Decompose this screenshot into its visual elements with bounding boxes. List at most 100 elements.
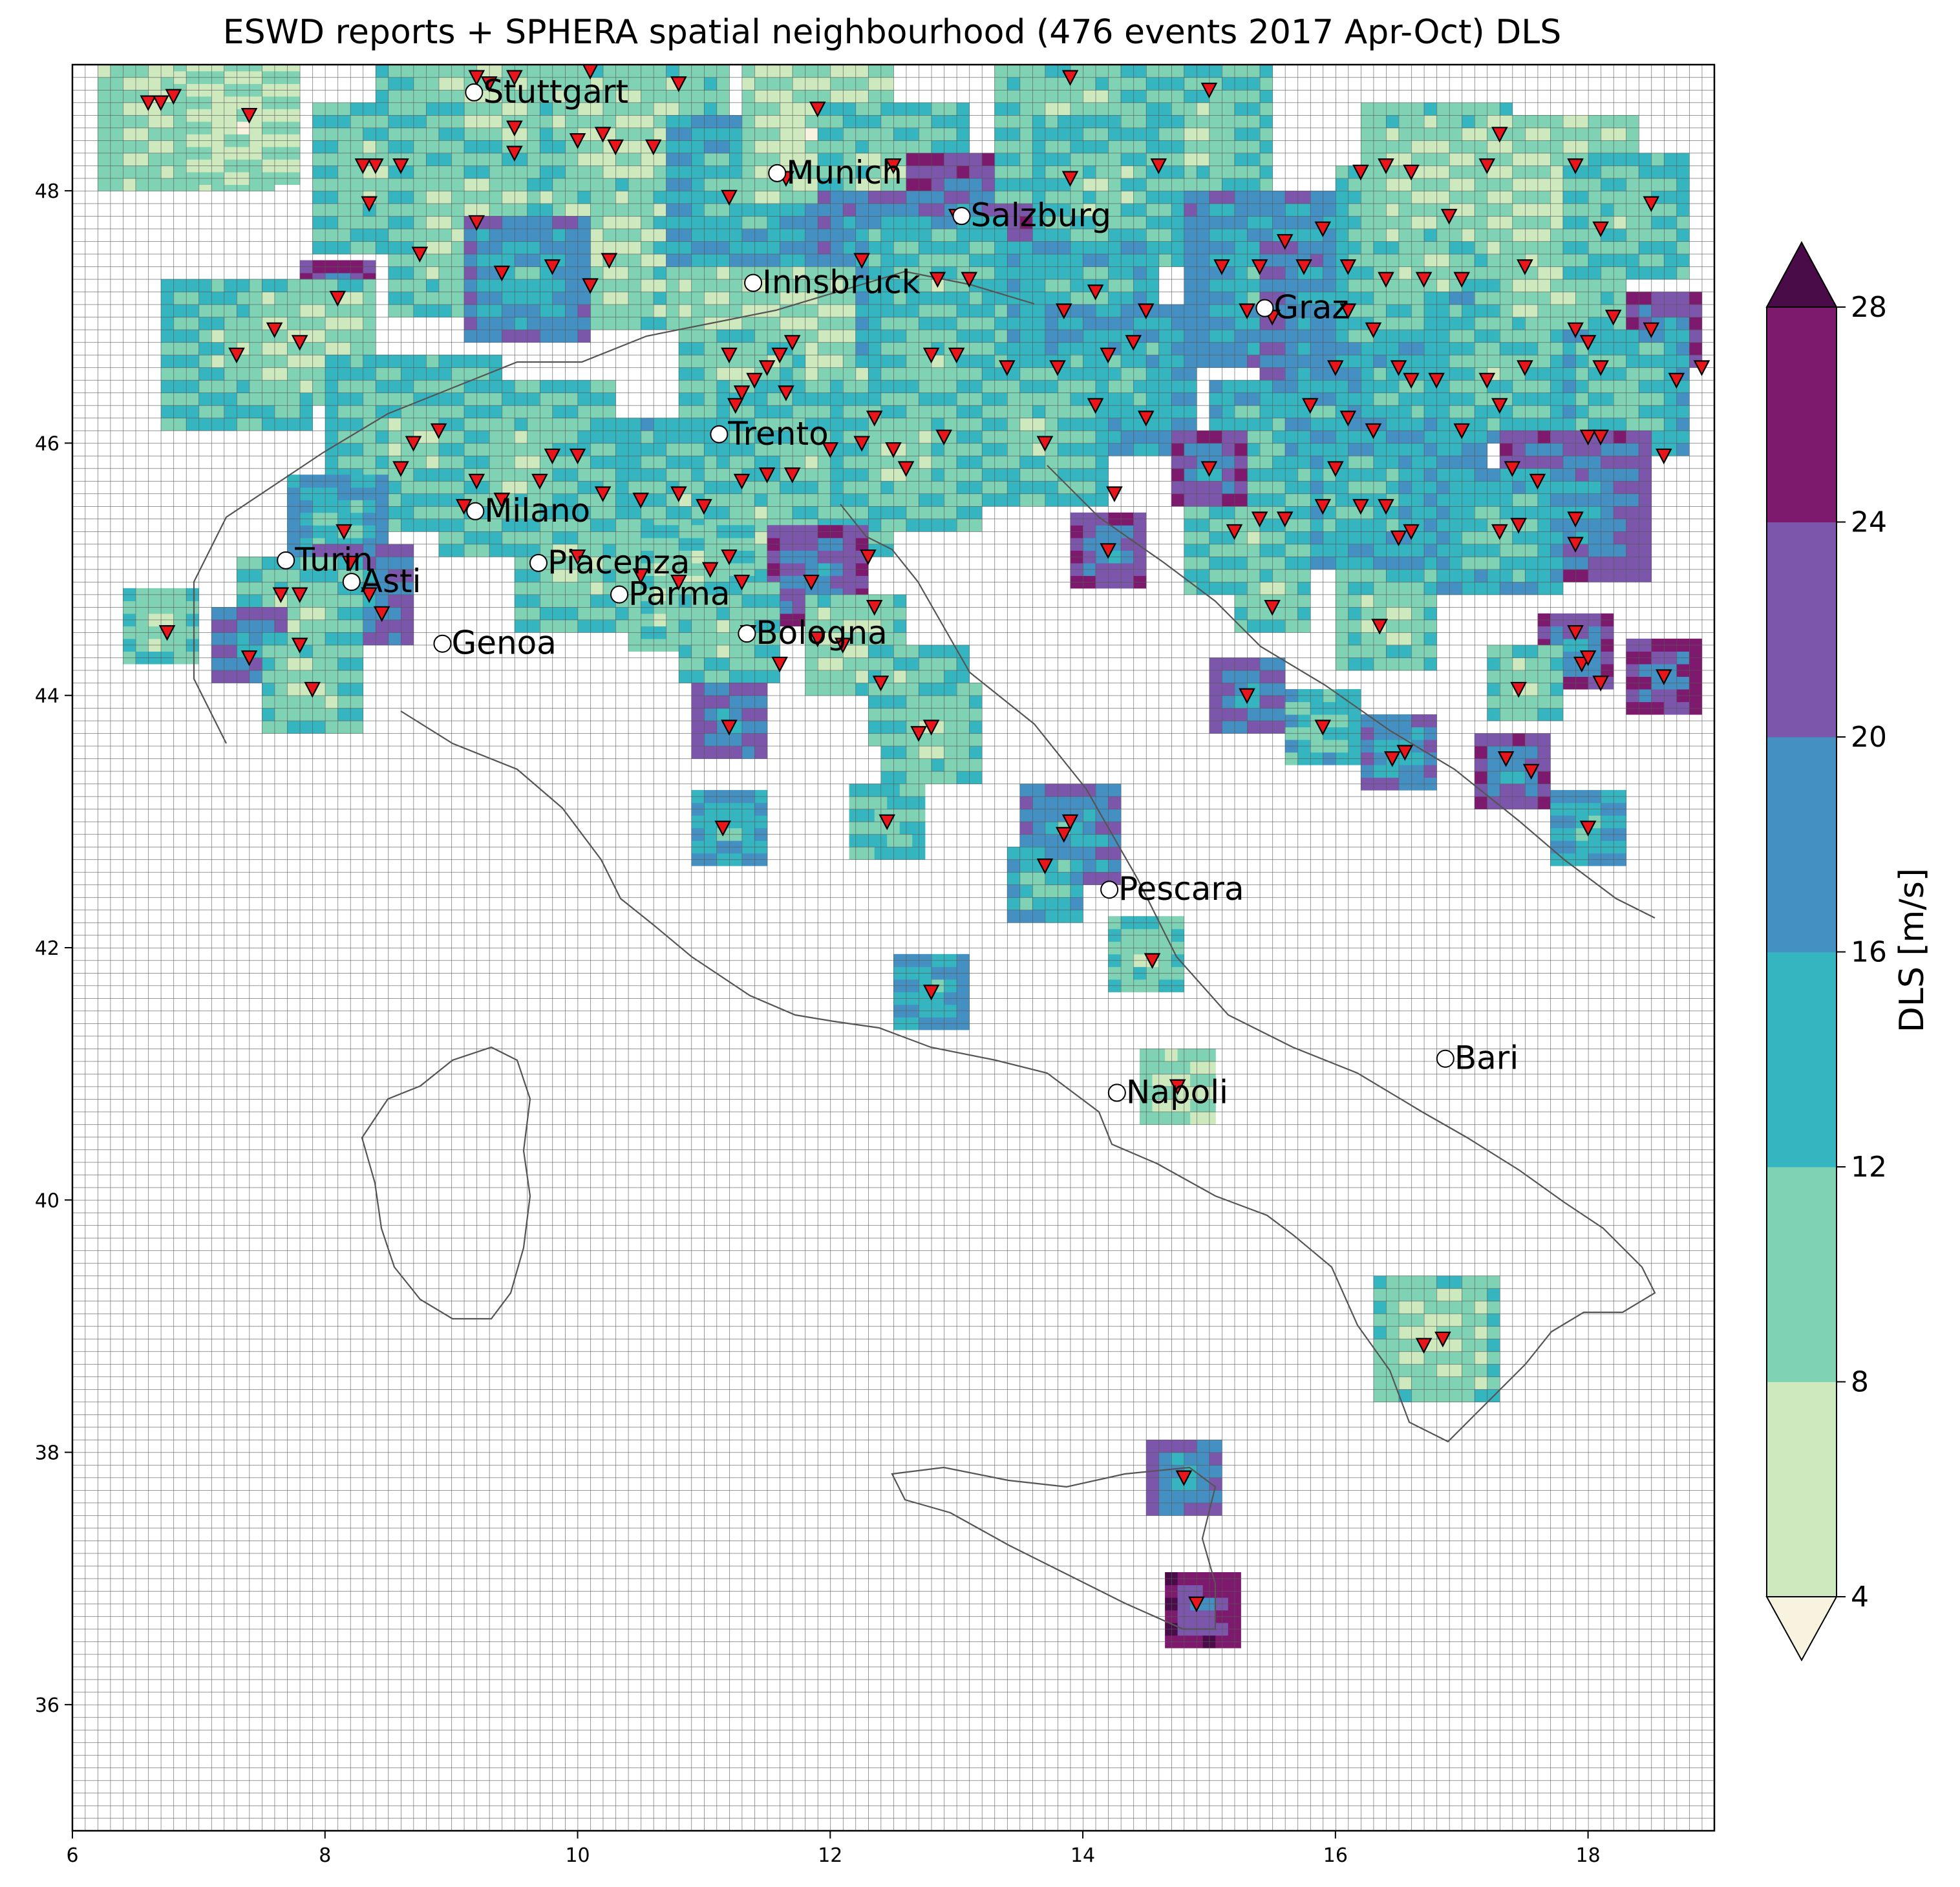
neighbourhood-cell bbox=[211, 52, 224, 65]
neighbourhood-cell bbox=[161, 14, 174, 27]
neighbourhood-cell bbox=[262, 14, 275, 27]
neighbourhood-cell bbox=[198, 27, 211, 40]
neighbourhood-cell bbox=[439, 0, 452, 2]
neighbourhood-cell bbox=[628, 52, 641, 65]
neighbourhood-cell bbox=[198, 39, 211, 52]
neighbourhood-cell bbox=[173, 27, 186, 40]
neighbourhood-cell bbox=[451, 1, 464, 14]
neighbourhood-cell bbox=[553, 52, 566, 65]
neighbourhood-cell bbox=[1071, 52, 1083, 65]
neighbourhood-cell bbox=[173, 39, 186, 52]
neighbourhood-cell bbox=[590, 52, 603, 65]
neighbourhood-cell bbox=[540, 0, 553, 2]
neighbourhood-cell bbox=[224, 52, 237, 65]
neighbourhood-cell bbox=[401, 27, 414, 40]
neighbourhood-cell bbox=[464, 27, 477, 40]
neighbourhood-cell bbox=[615, 1, 628, 14]
neighbourhood-cell bbox=[540, 39, 553, 52]
neighbourhood-cell bbox=[603, 52, 616, 65]
neighbourhood-cell bbox=[111, 27, 123, 40]
neighbourhood-cell bbox=[389, 39, 401, 52]
neighbourhood-cell bbox=[565, 39, 578, 52]
neighbourhood-cell bbox=[565, 0, 578, 2]
neighbourhood-cell bbox=[136, 14, 149, 27]
neighbourhood-cell bbox=[414, 14, 427, 27]
neighbourhood-cell bbox=[262, 39, 275, 52]
neighbourhood-cell bbox=[173, 14, 186, 27]
neighbourhood-cell bbox=[136, 52, 149, 65]
neighbourhood-cell bbox=[439, 39, 452, 52]
neighbourhood-cell bbox=[881, 52, 894, 65]
neighbourhood-cell bbox=[389, 0, 401, 2]
neighbourhood-cell bbox=[451, 39, 464, 52]
neighbourhood-cell bbox=[389, 27, 401, 40]
neighbourhood-cell bbox=[502, 14, 515, 27]
neighbourhood-cell bbox=[1096, 52, 1109, 65]
neighbourhood-cell bbox=[111, 39, 123, 52]
neighbourhood-cell bbox=[1083, 52, 1096, 65]
neighbourhood-cell bbox=[1045, 52, 1058, 65]
neighbourhood-cell bbox=[401, 0, 414, 2]
neighbourhood-cell bbox=[666, 52, 679, 65]
neighbourhood-cell bbox=[553, 0, 566, 2]
neighbourhood-cell bbox=[111, 14, 123, 27]
neighbourhood-cell bbox=[476, 27, 489, 40]
neighbourhood-cell bbox=[843, 52, 856, 65]
neighbourhood-cell bbox=[603, 0, 616, 2]
neighbourhood-cell bbox=[250, 52, 262, 65]
neighbourhood-cell bbox=[237, 27, 250, 40]
neighbourhood-cell bbox=[414, 0, 427, 2]
neighbourhood-cell bbox=[173, 52, 186, 65]
neighbourhood-cell bbox=[262, 52, 275, 65]
neighbourhood-cell bbox=[476, 14, 489, 27]
neighbourhood-cell bbox=[148, 52, 161, 65]
neighbourhood-cell bbox=[615, 14, 628, 27]
neighbourhood-cell bbox=[515, 1, 527, 14]
neighbourhood-cell bbox=[515, 52, 527, 65]
neighbourhood-cell bbox=[489, 14, 502, 27]
neighbourhood-cell bbox=[426, 39, 439, 52]
neighbourhood-cell bbox=[476, 52, 489, 65]
neighbourhood-cell bbox=[590, 0, 603, 2]
neighbourhood-cell bbox=[451, 27, 464, 40]
neighbourhood-cell bbox=[186, 52, 199, 65]
neighbourhood-cell bbox=[818, 52, 831, 65]
neighbourhood-cell bbox=[136, 27, 149, 40]
neighbourhood-cell bbox=[527, 52, 540, 65]
neighbourhood-cell bbox=[262, 27, 275, 40]
neighbourhood-cell bbox=[502, 39, 515, 52]
neighbourhood-cell bbox=[489, 1, 502, 14]
neighbourhood-cell bbox=[464, 39, 477, 52]
neighbourhood-cell bbox=[376, 1, 389, 14]
neighbourhood-cell bbox=[615, 52, 628, 65]
neighbourhood-cell bbox=[515, 14, 527, 27]
neighbourhood-cell bbox=[527, 0, 540, 2]
neighbourhood-cell bbox=[553, 14, 566, 27]
neighbourhood-cell bbox=[515, 0, 527, 2]
neighbourhood-cell bbox=[565, 14, 578, 27]
neighbourhood-cell bbox=[186, 27, 199, 40]
neighbourhood-cell bbox=[376, 39, 389, 52]
neighbourhood-cell bbox=[250, 39, 262, 52]
neighbourhood-cell bbox=[476, 0, 489, 2]
neighbourhood-cell bbox=[376, 0, 389, 2]
neighbourhood-cell bbox=[578, 52, 591, 65]
neighbourhood-cell bbox=[414, 1, 427, 14]
neighbourhood-cell bbox=[540, 27, 553, 40]
neighbourhood-cell bbox=[401, 39, 414, 52]
neighbourhood-cell bbox=[136, 39, 149, 52]
plot-area: StuttgartMunichSalzburgInnsbruckGrazTren… bbox=[72, 0, 1714, 1831]
neighbourhood-cell bbox=[578, 14, 591, 27]
neighbourhood-cell bbox=[578, 39, 591, 52]
neighbourhood-cell bbox=[578, 0, 591, 2]
neighbourhood-cell bbox=[439, 27, 452, 40]
chart-title: ESWD reports + SPHERA spatial neighbourh… bbox=[222, 13, 1562, 52]
neighbourhood-cell bbox=[426, 0, 439, 2]
neighbourhood-cell bbox=[1032, 52, 1045, 65]
neighbourhood-cell bbox=[148, 27, 161, 40]
neighbourhood-cell bbox=[376, 52, 389, 65]
neighbourhood-cell bbox=[704, 52, 717, 65]
neighbourhood-cell bbox=[590, 52, 603, 65]
neighbourhood-cell bbox=[123, 52, 136, 65]
neighbourhood-cell bbox=[224, 27, 237, 40]
